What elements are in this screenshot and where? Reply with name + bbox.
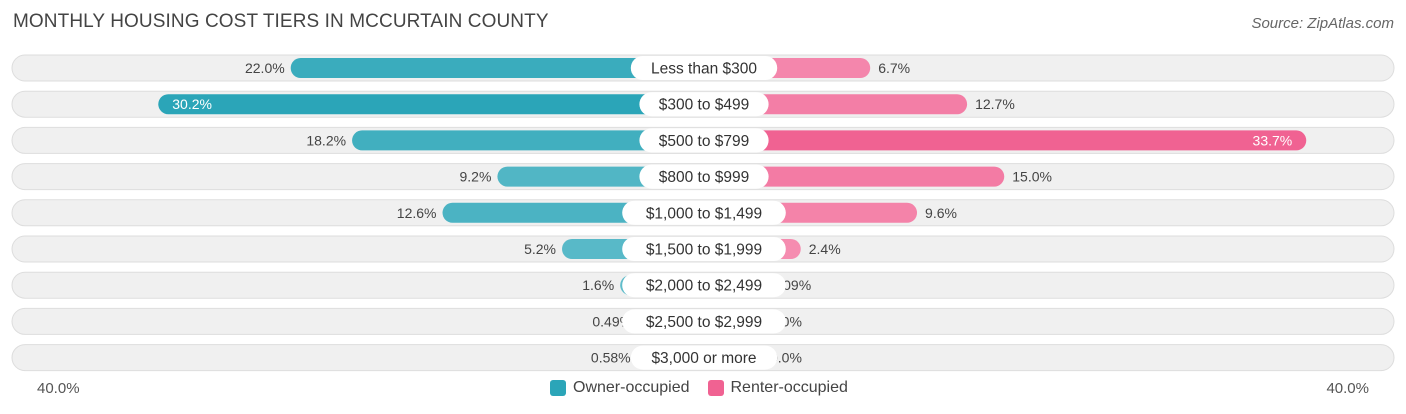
- category-pill: [622, 309, 786, 334]
- renter-value-label: 33.7%: [1253, 132, 1293, 148]
- owner-value-label: 5.2%: [524, 241, 556, 257]
- legend-renter: Renter-occupied: [707, 379, 848, 397]
- category-pill: [639, 128, 769, 153]
- owner-value-label: 12.6%: [397, 205, 437, 221]
- owner-bar: [290, 58, 704, 78]
- renter-bar: [704, 94, 968, 115]
- owner-value-label: 22.0%: [245, 60, 285, 76]
- category-label: $300 to $499: [659, 97, 750, 114]
- category-pill: [622, 200, 786, 225]
- category-pill: [639, 164, 769, 189]
- category-pill: [630, 345, 778, 370]
- renter-value-label: 12.7%: [975, 96, 1015, 112]
- chart-title: MONTHLY HOUSING COST TIERS IN MCCURTAIN …: [13, 11, 549, 32]
- category-label: $800 to $999: [659, 169, 750, 186]
- renter-value-label: 6.7%: [878, 60, 910, 76]
- legend-owner: Owner-occupied: [550, 379, 690, 397]
- owner-value-label: 0.49%: [592, 313, 632, 329]
- renter-value-label: 2.4%: [809, 241, 841, 257]
- category-label: $2,500 to $2,999: [646, 314, 762, 331]
- legend-owner-label: Owner-occupied: [573, 379, 690, 396]
- owner-bar: [352, 130, 704, 151]
- category-pill: [622, 237, 786, 261]
- legend-renter-swatch: [707, 380, 724, 396]
- legend-owner-swatch: [550, 380, 566, 396]
- category-pill: [622, 273, 786, 298]
- category-label: $1,000 to $1,499: [646, 205, 762, 222]
- category-label: $2,000 to $2,499: [646, 278, 762, 295]
- renter-value-label: 9.6%: [925, 205, 957, 221]
- category-label: $3,000 or more: [651, 350, 756, 367]
- renter-bar: [704, 130, 1307, 151]
- category-pill: [630, 56, 778, 80]
- renter-value-label: 15.0%: [1012, 169, 1052, 185]
- owner-bar: [158, 94, 704, 115]
- axis-left-label: 40.0%: [37, 380, 80, 397]
- owner-value-label: 18.2%: [306, 132, 346, 148]
- renter-value-label: 0.0%: [770, 350, 802, 366]
- legend-renter-label: Renter-occupied: [730, 379, 848, 396]
- axis-right-label: 40.0%: [1326, 380, 1369, 397]
- owner-value-label: 9.2%: [459, 169, 491, 185]
- category-pill: [639, 92, 769, 117]
- legend: Owner-occupied Renter-occupied: [550, 379, 866, 397]
- category-label: $500 to $799: [659, 133, 750, 150]
- source-label: Source: ZipAtlas.com: [1251, 15, 1394, 32]
- owner-value-label: 0.58%: [591, 350, 631, 366]
- owner-value-label: 1.6%: [582, 277, 614, 293]
- category-label: $1,500 to $1,999: [646, 242, 762, 259]
- category-label: Less than $300: [651, 61, 757, 78]
- renter-bar: [704, 166, 1005, 187]
- owner-value-label: 30.2%: [172, 96, 212, 112]
